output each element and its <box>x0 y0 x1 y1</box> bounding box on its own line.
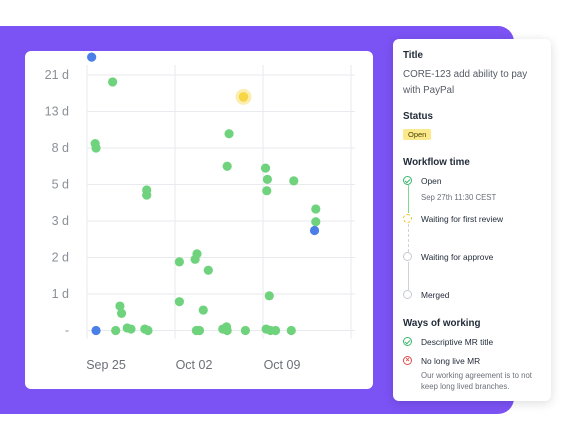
highlighted-point[interactable] <box>238 92 249 102</box>
chart-card: 21 d 13 d 8 d 5 d 3 d 2 d 1 d - Sep 25 Oct 02 Oct… <box>25 51 373 389</box>
data-point[interactable] <box>143 325 153 336</box>
workflow-connector <box>408 185 409 213</box>
data-point[interactable] <box>286 325 296 336</box>
way-of-working-description: Our working agreement is to not keep lon… <box>421 371 532 391</box>
data-point[interactable] <box>91 143 101 153</box>
data-point[interactable] <box>309 225 320 236</box>
mr-detail-panel: Title CORE-123 add ability to pay with P… <box>393 39 551 401</box>
data-point[interactable] <box>194 325 205 336</box>
y-tick-label: 2 d <box>52 251 69 265</box>
workflow-heading: Workflow time <box>403 157 470 168</box>
data-point[interactable] <box>115 301 125 311</box>
x-axis-labels: Sep 25 Oct 02 Oct 09 <box>86 358 300 372</box>
y-tick-label: 21 d <box>45 68 69 82</box>
status-badge: Open <box>403 129 432 140</box>
status-heading: Status <box>403 111 433 122</box>
data-point[interactable] <box>203 265 213 275</box>
x-tick-label: Sep 25 <box>86 358 126 372</box>
workflow-step-label: Waiting for first review <box>421 214 504 224</box>
way-of-working-label: No long live MR <box>421 356 481 366</box>
data-point[interactable] <box>142 190 152 200</box>
x-tick-label: Oct 02 <box>176 358 213 372</box>
x-circle-icon: × <box>403 356 412 365</box>
data-point[interactable] <box>270 325 281 336</box>
y-tick-label: 3 d <box>52 214 69 228</box>
check-circle-icon <box>403 337 412 346</box>
pending-circle-icon <box>403 214 412 223</box>
chart-points <box>87 52 321 336</box>
workflow-step-label: Open <box>421 176 442 186</box>
workflow-connector <box>408 224 409 252</box>
y-axis-labels: 21 d 13 d 8 d 5 d 3 d 2 d 1 d - <box>45 68 69 338</box>
ticket-title: CORE-123 add ability to pay with PayPal <box>403 69 528 96</box>
x-tick-label: Oct 09 <box>264 358 301 372</box>
data-point[interactable] <box>311 217 321 227</box>
data-point[interactable] <box>192 249 202 259</box>
y-tick-label: 13 d <box>45 105 69 119</box>
data-point[interactable] <box>198 305 208 315</box>
title-heading: Title <box>403 50 423 61</box>
data-point[interactable] <box>262 174 272 184</box>
data-point[interactable] <box>262 186 272 196</box>
ways-of-working-heading: Ways of working <box>403 318 481 329</box>
scatter-chart: 21 d 13 d 8 d 5 d 3 d 2 d 1 d - Sep 25 Oct 02 Oct… <box>45 52 355 372</box>
data-point[interactable] <box>224 129 234 139</box>
data-point[interactable] <box>260 163 271 173</box>
workflow-connector <box>408 262 409 290</box>
data-point[interactable] <box>311 204 321 214</box>
workflow-step-label: Merged <box>421 290 450 300</box>
y-tick-label: 5 d <box>52 178 69 192</box>
data-point[interactable] <box>108 77 118 87</box>
data-point[interactable] <box>174 297 184 307</box>
data-point[interactable] <box>91 325 101 336</box>
data-point[interactable] <box>174 257 184 267</box>
workflow-step-label: Waiting for approve <box>421 252 494 262</box>
chart-grid <box>86 65 355 339</box>
data-point[interactable] <box>222 161 232 171</box>
data-point[interactable] <box>289 176 299 186</box>
check-circle-icon <box>403 176 412 185</box>
data-point[interactable] <box>240 325 250 336</box>
y-tick-label: 8 d <box>52 141 69 155</box>
data-point[interactable] <box>116 308 127 318</box>
way-of-working-label: Descriptive MR title <box>421 337 494 347</box>
data-point[interactable] <box>126 324 136 334</box>
data-point[interactable] <box>87 52 97 62</box>
data-point[interactable] <box>222 325 232 336</box>
y-tick-label: 1 d <box>52 287 69 301</box>
empty-circle-icon <box>403 290 412 299</box>
data-point[interactable] <box>264 291 274 301</box>
y-tick-label: - <box>65 324 69 338</box>
workflow-step-date: Sep 27th 11:30 CEST <box>421 193 497 202</box>
empty-circle-icon <box>403 252 412 261</box>
data-point[interactable] <box>111 325 121 336</box>
